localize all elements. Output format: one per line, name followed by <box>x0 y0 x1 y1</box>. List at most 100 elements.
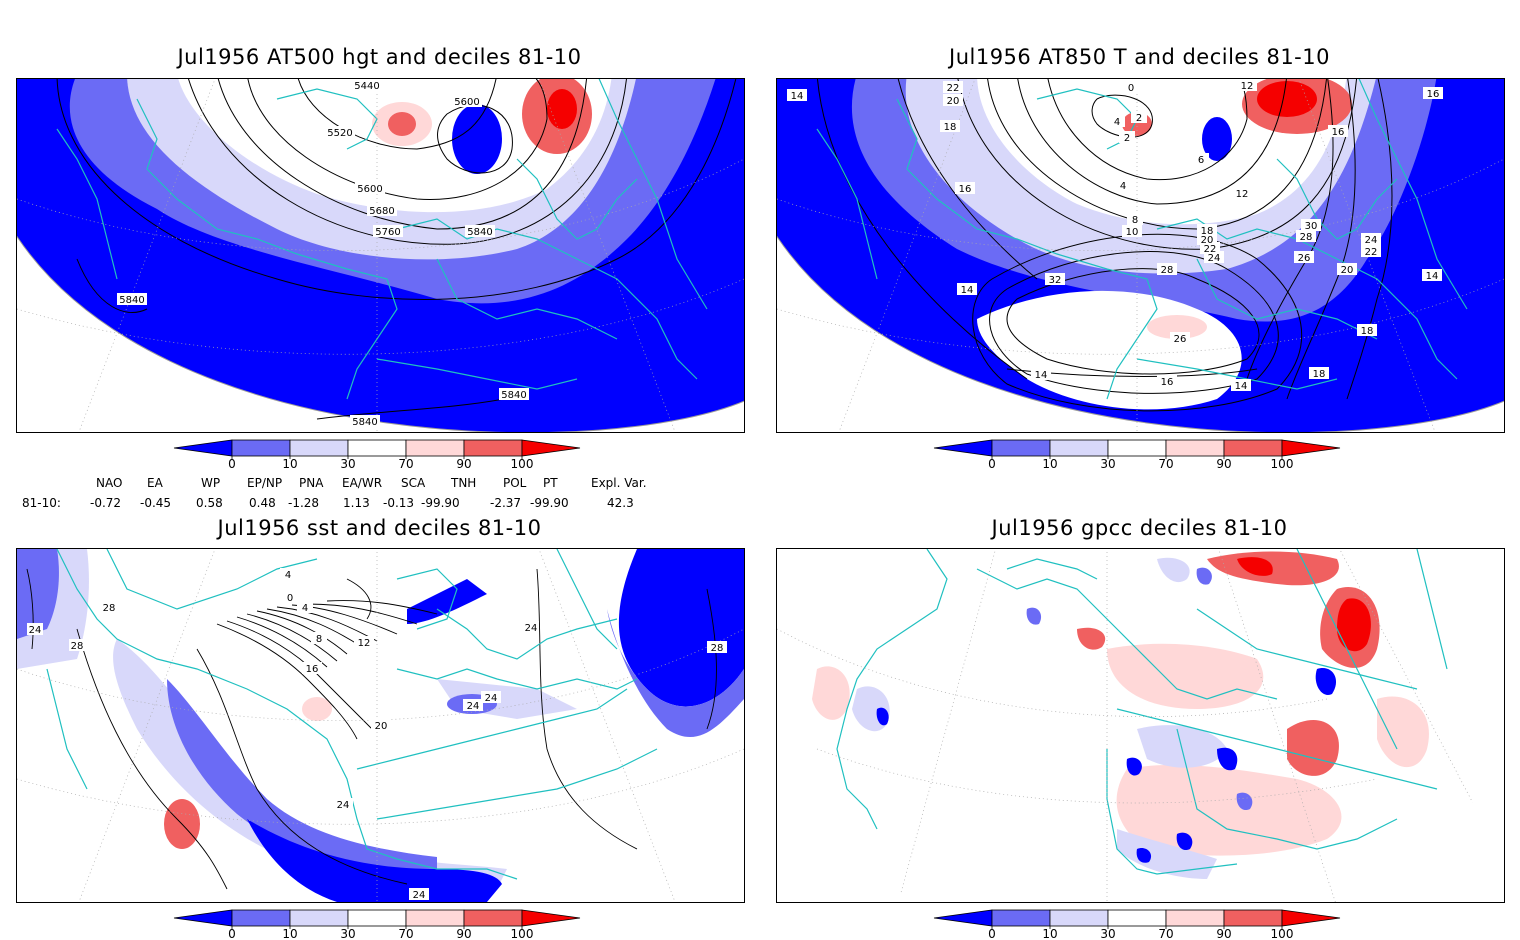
colorbar-tick-label: 100 <box>1271 927 1294 940</box>
contour-label: 14 <box>1422 269 1442 282</box>
contour-label: 2 <box>1119 131 1135 144</box>
index-header: EP/NP <box>247 476 283 490</box>
colorbar-segment <box>933 439 993 457</box>
svg-text:8: 8 <box>316 634 322 645</box>
contour-label: 12 <box>354 636 374 649</box>
colorbar-segment <box>463 439 523 457</box>
colorbar-tick-label: 30 <box>1100 927 1115 940</box>
colorbar-tick-label: 70 <box>398 927 413 940</box>
contour-label: 24 <box>481 691 501 704</box>
index-header: POL <box>503 476 527 490</box>
colorbar-tick-label: 30 <box>1100 457 1115 471</box>
contour-label: 5840 <box>465 225 495 238</box>
contour-label: 5680 <box>367 204 397 217</box>
svg-text:0: 0 <box>287 593 293 604</box>
colorbar-segment <box>1223 909 1283 927</box>
svg-text:18: 18 <box>1201 226 1214 237</box>
svg-text:4: 4 <box>1114 117 1120 128</box>
contour-label: 14 <box>1231 379 1251 392</box>
colorbar-tick-label: 0 <box>988 457 996 471</box>
index-value: -0.13 <box>383 496 415 510</box>
svg-text:5840: 5840 <box>352 417 377 428</box>
contour-label: 4 <box>280 568 296 581</box>
colorbar-segment <box>173 909 233 927</box>
contour-label: 5760 <box>373 225 403 238</box>
index-value: 1.13 <box>343 496 370 510</box>
colorbar-segment <box>521 909 581 927</box>
svg-text:20: 20 <box>1201 235 1214 246</box>
index-value: -99.90 <box>530 496 569 510</box>
contour-label: 4 <box>297 601 313 614</box>
colorbar-tick-label: 90 <box>1216 927 1231 940</box>
svg-text:22: 22 <box>1204 244 1217 255</box>
svg-text:14: 14 <box>1235 381 1248 392</box>
indices-table: NAO EA WP EP/NP PNA EA/WR SCA TNH POL PT… <box>0 476 760 516</box>
contour-label: 8 <box>311 632 327 645</box>
index-value: -0.45 <box>140 496 172 510</box>
contour-label: 5600 <box>452 95 482 108</box>
svg-text:14: 14 <box>791 91 804 102</box>
index-value: -1.28 <box>288 496 320 510</box>
contour-label: 24 <box>27 623 43 636</box>
colorbar-tick-label: 70 <box>398 457 413 471</box>
colorbar-tick-label: 0 <box>988 927 996 940</box>
contour-label: 5440 <box>352 79 382 92</box>
svg-text:5520: 5520 <box>327 128 352 139</box>
svg-text:18: 18 <box>1313 369 1326 380</box>
colorbar: 0 10 30 70 90 100 <box>933 909 1341 940</box>
contour-label: 24 <box>409 888 429 901</box>
panel-title-sst: Jul1956 sst and deciles 81-10 <box>217 516 542 540</box>
colorbar-segment <box>1165 909 1225 927</box>
svg-text:26: 26 <box>1174 334 1187 345</box>
svg-text:5600: 5600 <box>357 184 382 195</box>
colorbar-tick-label: 0 <box>228 927 236 940</box>
colorbar-segment <box>521 439 581 457</box>
contour-label: 14 <box>957 283 977 296</box>
contour-label: 20 <box>1337 263 1357 276</box>
svg-text:2: 2 <box>1136 113 1142 124</box>
colorbar-segment <box>933 909 993 927</box>
contour-label: 18 <box>1309 367 1329 380</box>
map-panel-gpcc <box>776 548 1505 903</box>
svg-text:2: 2 <box>1124 133 1130 144</box>
map-panel-sst: 24 28 28 4 0 4 8 12 16 20 24 24 24 24 28… <box>16 548 745 903</box>
colorbar-segment <box>173 439 233 457</box>
svg-text:28: 28 <box>71 641 84 652</box>
index-value: -2.37 <box>490 496 522 510</box>
svg-text:22: 22 <box>1365 247 1378 258</box>
colorbar-segment <box>463 909 523 927</box>
svg-text:18: 18 <box>944 122 957 133</box>
index-header: PT <box>543 476 558 490</box>
contour-label: 0 <box>1123 81 1139 94</box>
contour-label: 18 <box>1357 324 1377 337</box>
svg-text:12: 12 <box>358 638 371 649</box>
index-value: 42.3 <box>607 496 634 510</box>
svg-text:5680: 5680 <box>369 206 394 217</box>
contour-label: 14 <box>787 89 807 102</box>
contour-label: 5600 <box>355 182 385 195</box>
index-value: -0.72 <box>90 496 122 510</box>
colorbar-segment <box>347 439 407 457</box>
colorbar-tick-label: 100 <box>511 927 534 940</box>
svg-text:28: 28 <box>103 603 116 614</box>
svg-text:20: 20 <box>947 96 960 107</box>
contour-label: 22 <box>1361 245 1381 258</box>
contour-label: 16 <box>1423 87 1443 100</box>
contour-label: 4 <box>1115 179 1131 192</box>
index-header: WP <box>201 476 221 490</box>
contour-label: 5840 <box>117 293 147 306</box>
contour-label: 28 <box>1296 230 1316 243</box>
colorbar-segment <box>1165 439 1225 457</box>
colorbar-tick-label: 70 <box>1158 927 1173 940</box>
contour-label: 28 <box>99 601 119 614</box>
index-header: SCA <box>401 476 426 490</box>
svg-text:24: 24 <box>413 890 426 901</box>
svg-text:5760: 5760 <box>375 227 400 238</box>
svg-text:8: 8 <box>1132 215 1138 226</box>
panel-title-at850: Jul1956 AT850 T and deciles 81-10 <box>949 45 1330 69</box>
colorbar-segment <box>289 909 349 927</box>
svg-text:22: 22 <box>947 83 960 94</box>
contour-label: 14 <box>1031 368 1051 381</box>
colorbar-segment <box>1049 439 1109 457</box>
colorbar-segment <box>231 909 291 927</box>
